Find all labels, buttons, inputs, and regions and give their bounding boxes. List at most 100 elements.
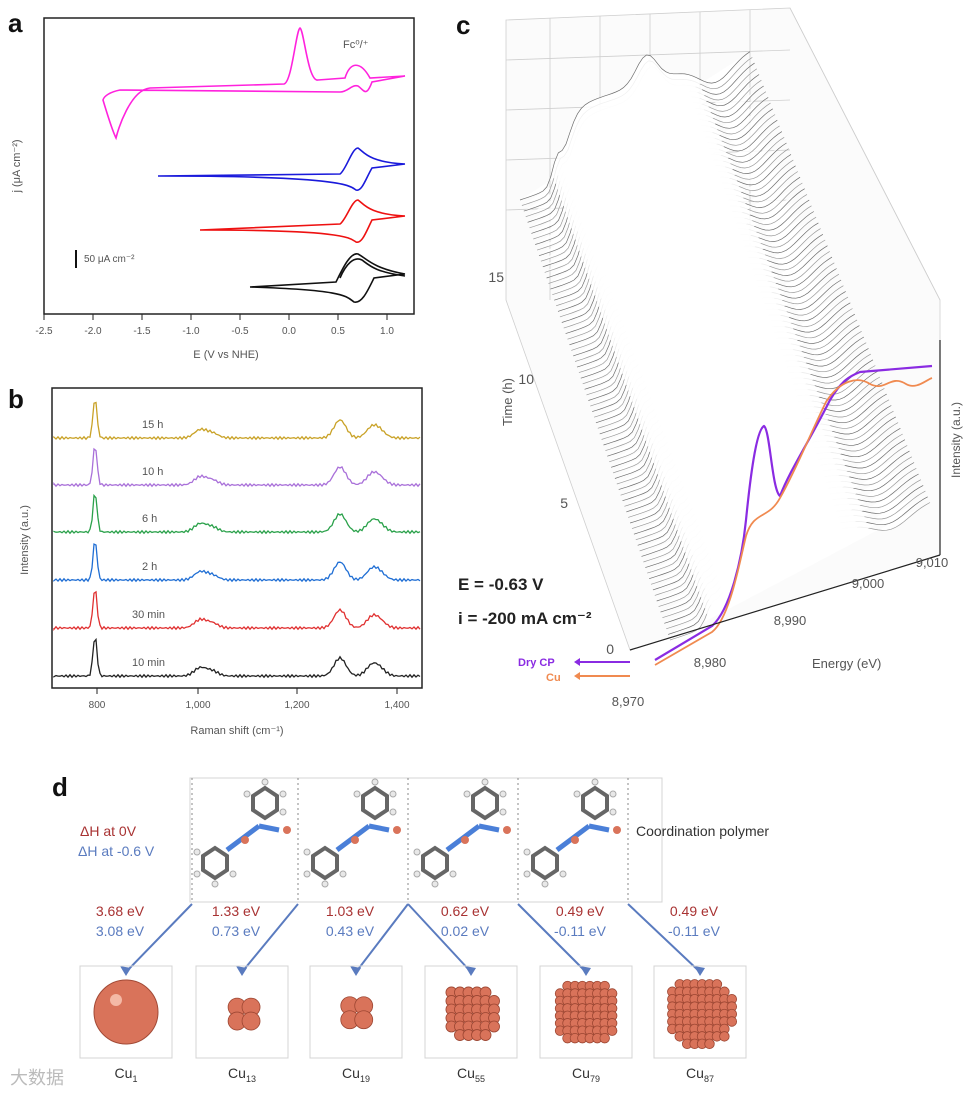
- panel-letter-b: b: [8, 384, 24, 414]
- formation-arrow: [627, 903, 701, 973]
- nitrogen-bond: [258, 823, 280, 833]
- benzene-ring: [251, 785, 279, 821]
- cu-atom: [606, 1025, 618, 1036]
- panel-letter-c: c: [456, 10, 471, 40]
- panel-a-scalebar-label: 50 μA cm⁻²: [84, 254, 135, 265]
- delta-h-06v-value: 0.02 eV: [441, 923, 490, 939]
- panel-c-xas-3d-plot: Time (h) Intensity (a.u.) Energy (eV) 15…: [458, 7, 963, 709]
- dry-cp-spectrum: [654, 364, 933, 661]
- hydrogen-atom: [431, 880, 439, 888]
- hydrogen-atom: [559, 870, 567, 878]
- energy-tick-label: 8,970: [612, 694, 645, 709]
- delta-h-0v-label: ΔH at 0V: [80, 823, 137, 839]
- a-tick-label: -2.0: [84, 326, 102, 337]
- delta-h-06v-value: -0.11 eV: [554, 923, 607, 939]
- arrow-head: [236, 966, 247, 976]
- formation-arrow: [407, 903, 472, 973]
- arrow-head: [120, 966, 131, 976]
- hydrogen-atom: [279, 790, 287, 798]
- b-tick-label: 1,000: [185, 700, 210, 711]
- panel-c-time-label: Time (h): [500, 378, 515, 426]
- energy-tick-label: 8,990: [774, 613, 807, 628]
- time-tick-label: 5: [560, 495, 568, 511]
- cluster-frame: [195, 965, 289, 1059]
- cu-atom: [93, 979, 159, 1045]
- panel-a-fc-annotation: Fc⁰/⁺: [343, 39, 369, 51]
- cluster-row: 3.68 eV 3.08 eV Cu1 1.33 eV 0.73 eV Cu13 1.03 …: [79, 903, 747, 1084]
- hydrogen-atom: [389, 790, 397, 798]
- hydrogen-atom: [193, 848, 201, 856]
- formation-arrow: [355, 903, 409, 973]
- raman-spectrum-2: [53, 493, 421, 535]
- a-tick-label: 1.0: [380, 326, 394, 337]
- a-tick-label: -1.0: [182, 326, 200, 337]
- panel-a-cv-plot: j (μA cm⁻²) E (V vs NHE) -2.5 -2.0 -1.5 -1.…: [11, 17, 415, 361]
- benzene-ring: [421, 845, 449, 881]
- hydrogen-atom: [499, 808, 507, 816]
- raman-spectrum-3: [53, 543, 421, 583]
- cluster-frame: [309, 965, 403, 1059]
- raman-spectrum-0: [53, 401, 421, 441]
- delta-h-0v-value: 1.33 eV: [212, 903, 261, 919]
- cu-atom: [283, 826, 291, 834]
- benzene-ring: [581, 785, 609, 821]
- cu-atom: [241, 1011, 261, 1031]
- time-tick-label: 0: [606, 641, 614, 657]
- cluster-name: Cu1: [115, 1065, 138, 1084]
- legend-dry-cp-label: Dry CP: [518, 657, 555, 669]
- cu-atom: [613, 826, 621, 834]
- polymer-dividers: [191, 778, 629, 902]
- cu-atom: [488, 1020, 500, 1033]
- cluster-name: Cu19: [342, 1065, 370, 1084]
- hydrogen-atom: [413, 848, 421, 856]
- panel-b-series: 15 h 10 h 6 h 2 h 30 min 10 min: [53, 401, 421, 679]
- cluster-name: Cu55: [457, 1065, 485, 1084]
- raman-spectrum-5: [53, 637, 421, 679]
- cu-atom: [241, 836, 249, 844]
- b-tick-label: 1,400: [384, 700, 409, 711]
- arrow-head: [350, 966, 361, 976]
- panel-c-current: i = -200 mA cm⁻²: [458, 609, 592, 628]
- cv-curve-black: [249, 253, 406, 303]
- cv-curve-red: [199, 199, 406, 243]
- hydrogen-atom: [321, 880, 329, 888]
- coordination-polymer-structure: [193, 778, 621, 888]
- cv-curve-magenta: [102, 27, 406, 141]
- raman-spectrum-1: [53, 447, 421, 488]
- hydrogen-atom: [229, 870, 237, 878]
- panel-b-raman-plot: Intensity (a.u.) Raman shift (cm⁻¹) 800 1…: [19, 387, 423, 737]
- benzene-ring: [361, 785, 389, 821]
- a-tick-label: -1.5: [133, 326, 151, 337]
- panel-c-potential: E = -0.63 V: [458, 575, 544, 594]
- delta-h-06v-value: 0.43 eV: [326, 923, 375, 939]
- atom-highlight: [110, 994, 122, 1006]
- delta-h-06v-value: 3.08 eV: [96, 923, 145, 939]
- delta-h-0v-value: 0.62 eV: [441, 903, 490, 919]
- a-tick-label: -0.5: [231, 326, 249, 337]
- polymer-frame: [189, 777, 663, 903]
- benzene-ring: [201, 845, 229, 881]
- nitrogen-bond: [478, 823, 500, 833]
- delta-h-06v-value: 0.73 eV: [212, 923, 261, 939]
- hydrogen-atom: [523, 848, 531, 856]
- arrow-head: [465, 966, 476, 976]
- cu-atom: [461, 836, 469, 844]
- cluster-name: Cu79: [572, 1065, 600, 1084]
- panel-b-ylabel: Intensity (a.u.): [19, 505, 31, 575]
- raman-series-label: 10 min: [132, 657, 165, 669]
- hydrogen-atom: [279, 808, 287, 816]
- panel-b-frame: [51, 387, 423, 689]
- waterfall-trace: [519, 51, 751, 201]
- hydrogen-atom: [573, 790, 581, 798]
- raman-series-label: 30 min: [132, 609, 165, 621]
- panel-b-xlabel: Raman shift (cm⁻¹): [190, 725, 283, 737]
- nitrogen-bond: [588, 823, 610, 833]
- cluster-frame: [424, 965, 518, 1059]
- cu-atom: [503, 826, 511, 834]
- hydrogen-atom: [463, 790, 471, 798]
- delta-h-0v-value: 3.68 eV: [96, 903, 145, 919]
- hydrogen-atom: [609, 808, 617, 816]
- cluster-frame: [539, 965, 633, 1059]
- panel-a-xlabel: E (V vs NHE): [193, 349, 258, 361]
- hydrogen-atom: [413, 870, 421, 878]
